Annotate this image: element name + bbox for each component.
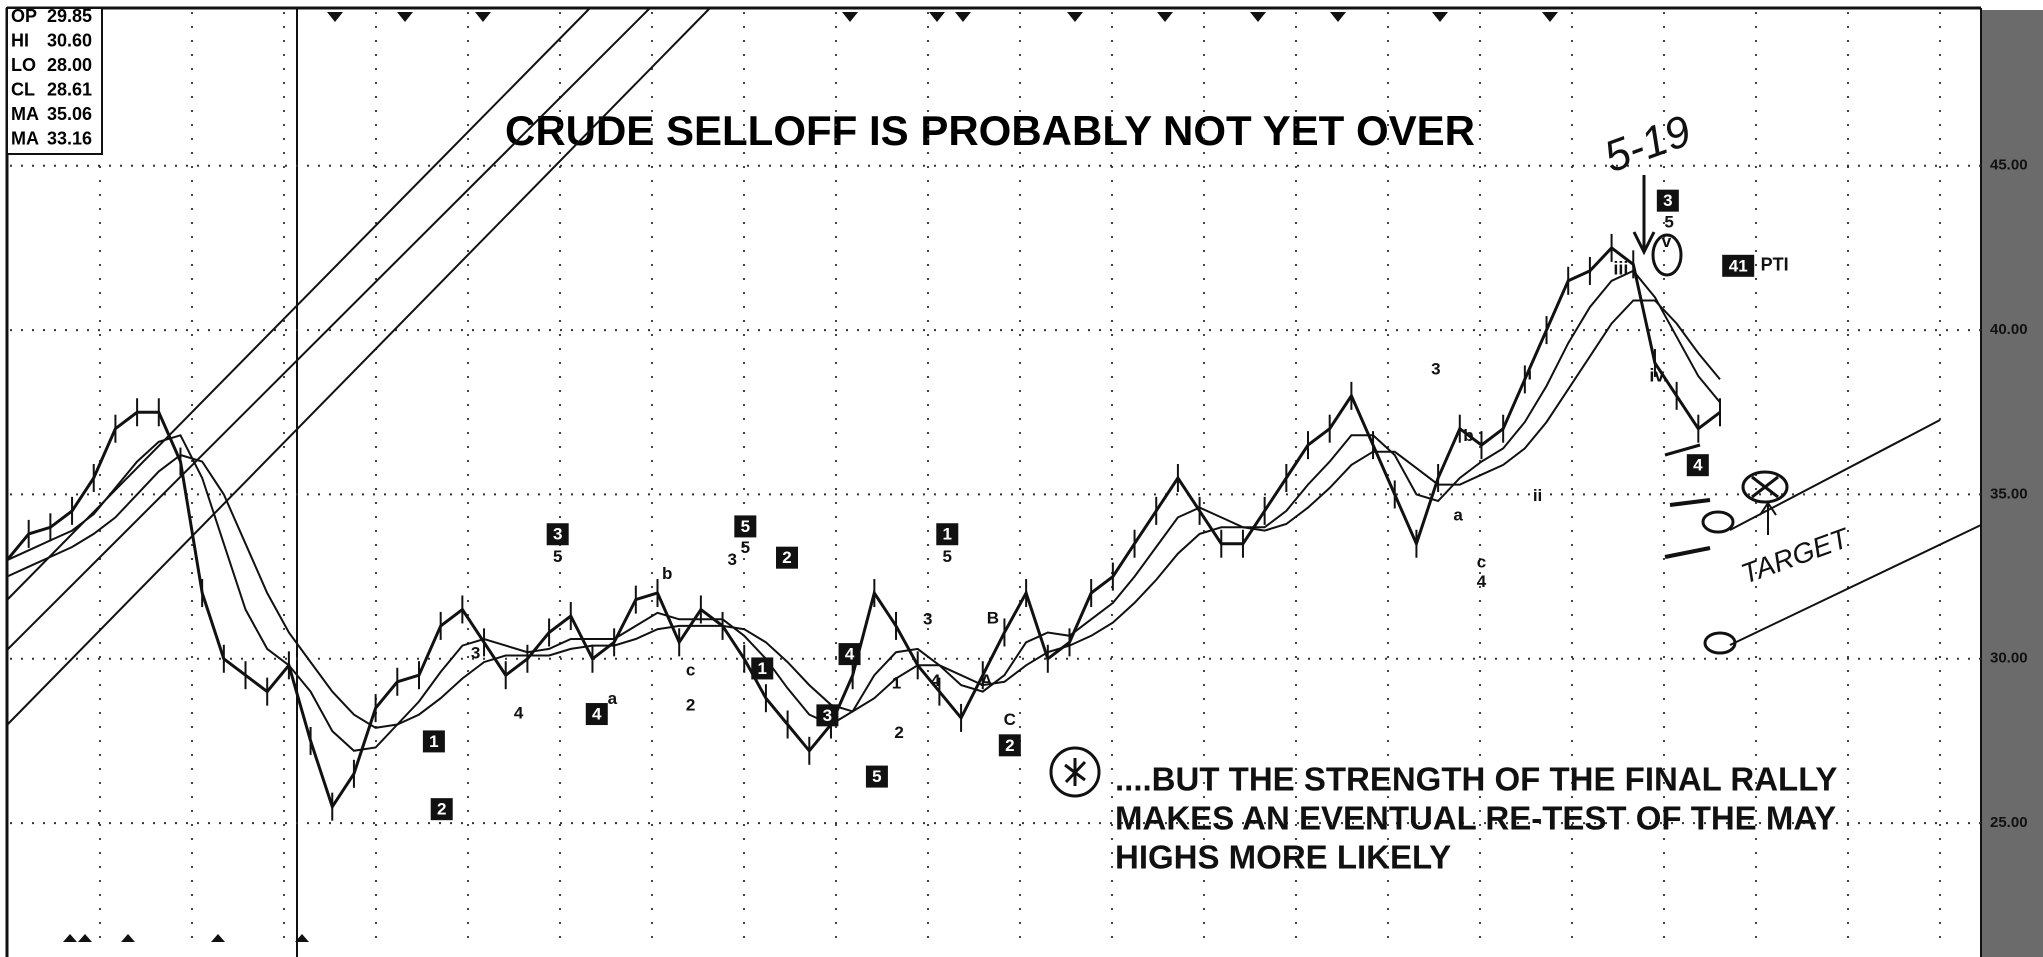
note-line: HIGHS MORE LIKELY [1115, 839, 1451, 876]
wave-label: 1 [758, 659, 767, 678]
wave-label: 1 [943, 525, 952, 544]
wave-label: 2 [1005, 736, 1014, 755]
wave-label: 5 [741, 538, 750, 557]
info-label: MA [11, 128, 39, 148]
note-line: MAKES AN EVENTUAL RE-TEST OF THE MAY [1115, 800, 1836, 837]
y-tick-label: 35.00 [1990, 485, 2028, 502]
wave-label: 3 [728, 550, 737, 569]
y-tick-label: 40.00 [1990, 321, 2028, 338]
wave-label: c [686, 661, 695, 680]
wave-label: 3 [823, 706, 832, 725]
wave-label: iii [1613, 258, 1628, 278]
wave-label: PTI [1761, 255, 1789, 275]
wave-label: 5 [943, 547, 952, 566]
wave-label: 4 [845, 645, 855, 664]
info-value: 28.61 [47, 79, 92, 99]
info-label: MA [11, 104, 39, 124]
chart-title: CRUDE SELLOFF IS PROBABLY NOT YET OVER [505, 107, 1475, 154]
wave-label: 4 [1477, 572, 1487, 591]
info-value: 33.16 [47, 128, 92, 148]
wave-label: 2 [437, 800, 446, 819]
wave-label: B [987, 608, 999, 627]
info-value: 30.60 [47, 30, 92, 50]
wave-label: 5 [553, 547, 562, 566]
wave-label: i [1527, 365, 1532, 384]
wave-label: ii [1533, 486, 1542, 505]
info-label: HI [11, 30, 29, 50]
wave-label: iv. [1649, 365, 1668, 385]
wave-label: 1 [892, 674, 901, 693]
wave-label: 2 [686, 696, 695, 715]
wave-label: 5 [1664, 212, 1673, 231]
wave-label: 3 [471, 644, 480, 663]
info-value: 35.06 [47, 104, 92, 124]
note-line: ....BUT THE STRENGTH OF THE FINAL RALLY [1115, 761, 1837, 798]
wave-label: 4 [931, 671, 941, 690]
info-label: LO [11, 55, 36, 75]
info-label: CL [11, 79, 35, 99]
wave-label: a [1453, 505, 1463, 524]
info-label: OP [11, 6, 37, 26]
wave-label: 4 [592, 705, 602, 724]
wave-label: 3 [923, 610, 932, 629]
y-tick-label: 45.00 [1990, 157, 2028, 174]
wave-label: a [608, 689, 618, 708]
wave-label: b [662, 564, 672, 583]
wave-label: C [1004, 710, 1016, 729]
wave-label: b [1463, 426, 1473, 445]
wave-label: 3 [1431, 360, 1440, 379]
wave-label: 5 [741, 517, 750, 536]
wave-label: c [1477, 552, 1486, 571]
chart: CRUDE SELLOFF IS PROBABLY NOT YET OVER 2… [0, 0, 2043, 957]
info-value: 29.85 [47, 6, 92, 26]
wave-label: 3 [553, 525, 562, 544]
wave-label: A [980, 671, 992, 690]
wave-label: 2 [894, 723, 903, 742]
wave-label: 4 [1693, 456, 1703, 475]
wave-label: 2 [782, 548, 791, 567]
info-value: 28.00 [47, 55, 92, 75]
y-tick-label: 25.00 [1990, 814, 2028, 831]
wave-label: v [1662, 232, 1672, 251]
y-tick-label: 30.00 [1990, 650, 2028, 667]
wave-label: 41 [1729, 256, 1748, 275]
wave-label: 1 [429, 732, 438, 751]
wave-label: 5 [872, 767, 881, 786]
wave-label: 4 [514, 704, 524, 723]
wave-label: 3 [1663, 191, 1672, 210]
